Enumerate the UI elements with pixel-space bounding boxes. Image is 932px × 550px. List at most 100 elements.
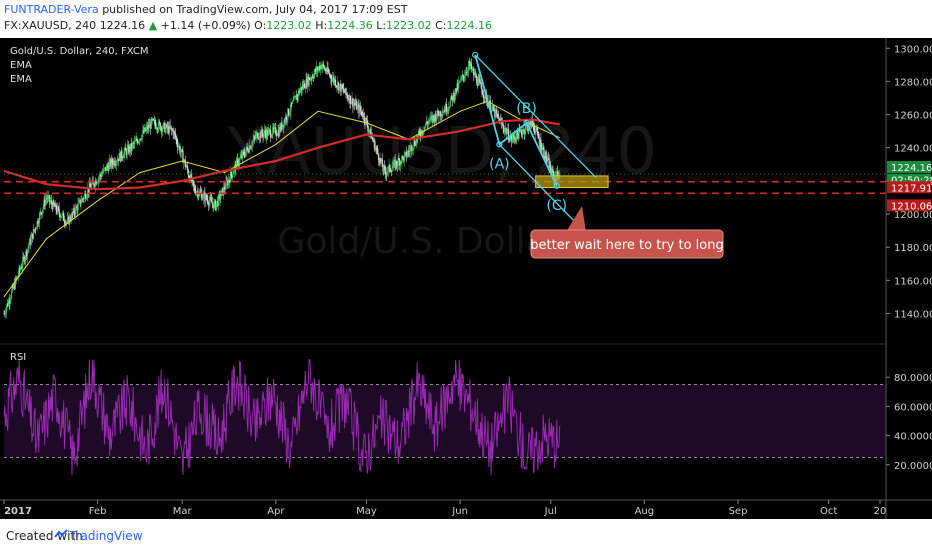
candle-body bbox=[456, 83, 458, 93]
candle bbox=[291, 100, 294, 105]
candle bbox=[399, 159, 402, 172]
candle bbox=[142, 123, 144, 137]
candle-body bbox=[26, 249, 29, 257]
price-axis-label-text: 1224.16 bbox=[891, 163, 932, 174]
price-pane[interactable] bbox=[3, 56, 561, 319]
candle bbox=[381, 153, 383, 168]
candle bbox=[285, 112, 287, 127]
candle-body bbox=[133, 143, 135, 144]
candle-body bbox=[551, 169, 553, 174]
candle-body bbox=[89, 183, 91, 187]
candle bbox=[547, 153, 549, 163]
candle bbox=[57, 205, 59, 211]
candle bbox=[50, 195, 52, 205]
price-chart[interactable]: XAUUSD, 240 Gold/U.S. Dollar 1140.001160… bbox=[0, 38, 932, 519]
candle-body bbox=[63, 213, 65, 221]
candle bbox=[515, 132, 517, 145]
candle-body bbox=[32, 233, 34, 239]
candle-body bbox=[291, 102, 293, 105]
candle bbox=[309, 75, 312, 82]
candle bbox=[420, 129, 422, 143]
candle bbox=[178, 144, 180, 150]
candle-body bbox=[340, 83, 342, 92]
drawings[interactable] bbox=[4, 51, 886, 238]
candle-body bbox=[383, 166, 386, 169]
candle-body bbox=[127, 145, 130, 153]
candle bbox=[469, 58, 471, 70]
candle bbox=[176, 134, 178, 148]
channel-top-line[interactable] bbox=[474, 54, 597, 179]
candle bbox=[377, 145, 379, 155]
candle bbox=[164, 123, 167, 136]
wave-point-marker[interactable] bbox=[553, 182, 560, 189]
candle bbox=[186, 161, 189, 174]
candle-body bbox=[206, 199, 208, 200]
candle-body bbox=[288, 113, 291, 116]
candle-body bbox=[497, 114, 499, 117]
candle-body bbox=[462, 74, 464, 77]
candle-body bbox=[268, 129, 270, 131]
callout[interactable]: better wait here to try to long bbox=[530, 206, 724, 259]
wave-point-marker[interactable] bbox=[523, 119, 530, 126]
buy-zone-box[interactable] bbox=[535, 175, 609, 189]
candle-body bbox=[383, 166, 385, 171]
elliott-wave-path[interactable] bbox=[474, 54, 558, 187]
candle-body bbox=[367, 125, 369, 131]
candle-body bbox=[230, 172, 232, 176]
candle-body bbox=[128, 145, 130, 153]
candle bbox=[165, 123, 167, 129]
candle bbox=[472, 66, 474, 71]
wave-point-marker[interactable] bbox=[496, 141, 503, 148]
candle bbox=[23, 255, 25, 265]
rsi-pane[interactable] bbox=[3, 359, 886, 476]
candle bbox=[35, 226, 37, 235]
candle bbox=[153, 114, 155, 126]
candle-body bbox=[51, 204, 53, 210]
candle-body bbox=[280, 122, 282, 131]
candle bbox=[309, 77, 311, 81]
candle-body bbox=[60, 216, 62, 218]
candle bbox=[263, 132, 265, 140]
author-link[interactable]: FUNTRADER-Vera bbox=[4, 3, 99, 16]
candle bbox=[476, 73, 478, 86]
candle-body bbox=[337, 82, 339, 87]
candle-body bbox=[431, 116, 433, 121]
rsi-tick-label: 80.0000 bbox=[894, 373, 932, 384]
candle-body bbox=[17, 274, 19, 277]
tradingview-link[interactable]: TradingView bbox=[70, 529, 143, 543]
candle bbox=[335, 84, 337, 89]
candle-body bbox=[503, 128, 505, 132]
candle-body bbox=[360, 110, 362, 112]
candle bbox=[182, 146, 184, 164]
time-tick-label: Aug bbox=[635, 506, 655, 517]
candle bbox=[315, 65, 317, 75]
candle-body bbox=[334, 79, 336, 83]
candle-body bbox=[300, 87, 303, 91]
price-axis-label-bg bbox=[887, 160, 931, 173]
candle bbox=[209, 191, 211, 208]
candle-body bbox=[341, 84, 343, 89]
candle bbox=[356, 101, 359, 114]
candle-body bbox=[44, 199, 47, 206]
candle-body bbox=[104, 167, 106, 169]
wave-c-label[interactable]: (C) bbox=[546, 198, 567, 214]
candle bbox=[161, 125, 164, 137]
candle-body bbox=[392, 165, 394, 168]
candle bbox=[375, 145, 377, 154]
candle-body bbox=[237, 159, 239, 166]
candle bbox=[248, 139, 251, 154]
candle-body bbox=[171, 127, 173, 130]
wave-a-label[interactable]: (A) bbox=[489, 156, 510, 172]
candle-body bbox=[476, 75, 478, 84]
candle bbox=[266, 126, 268, 144]
candle-body bbox=[328, 72, 331, 76]
wave-point-marker[interactable] bbox=[472, 51, 479, 59]
candle bbox=[81, 197, 84, 203]
candle-body bbox=[352, 98, 354, 107]
candle bbox=[31, 232, 33, 238]
wave-b-label[interactable]: (B) bbox=[516, 101, 537, 117]
candle bbox=[151, 117, 153, 125]
candle bbox=[105, 167, 107, 174]
candle-body bbox=[120, 150, 122, 161]
candle-body bbox=[111, 159, 113, 164]
